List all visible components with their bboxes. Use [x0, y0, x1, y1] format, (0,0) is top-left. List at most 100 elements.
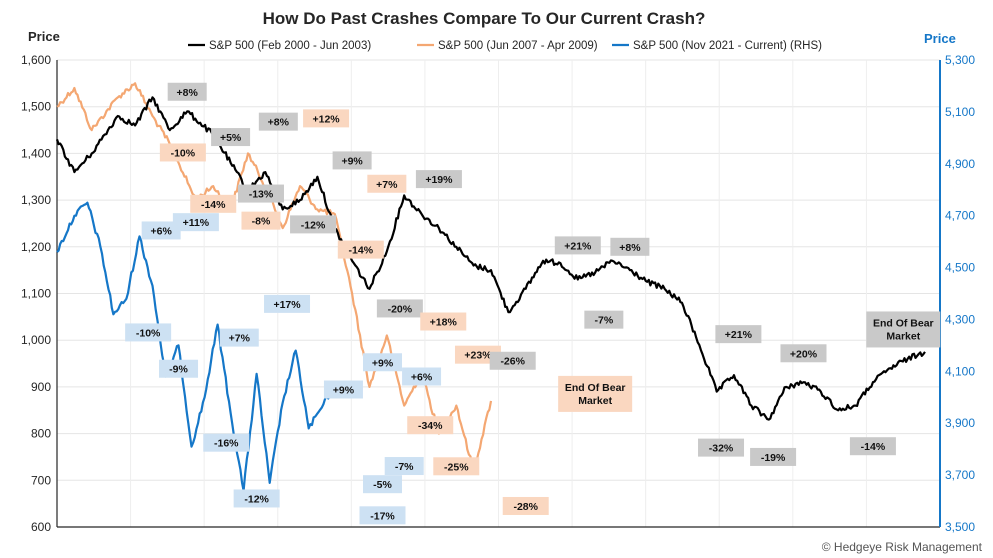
y-tick-left: 1,400 [21, 146, 51, 160]
y-tick-left: 1,200 [21, 240, 51, 254]
annotation-box [167, 82, 207, 101]
y-tick-right: 4,500 [945, 261, 975, 275]
annotation-label: -16% [203, 433, 250, 452]
annotation-label: +9% [323, 380, 363, 399]
annotation-text: -9% [169, 364, 188, 376]
annotation-box [849, 437, 896, 456]
annotation-label: -17% [359, 506, 406, 525]
y-tick-right: 3,700 [945, 468, 975, 482]
annotation-text: -20% [388, 303, 413, 315]
annotation-text: +19% [425, 174, 453, 186]
annotation-text: -12% [301, 219, 326, 231]
annotation-label: -10% [159, 143, 206, 162]
annotation-text: -7% [395, 461, 414, 473]
annotation-text: -10% [171, 147, 196, 159]
y-tick-right: 3,900 [945, 416, 975, 430]
annotation-box [159, 143, 206, 162]
annotation-text: +9% [341, 155, 363, 167]
annotation-box [337, 240, 384, 259]
annotation-box [415, 170, 462, 189]
annotation-box [402, 367, 442, 386]
annotation-text: +12% [313, 113, 341, 125]
annotation-label: +19% [415, 170, 462, 189]
annotation-box [554, 236, 601, 255]
y-tick-left: 1,500 [21, 100, 51, 114]
annotation-label: -7% [384, 457, 424, 476]
y-tick-right: 4,700 [945, 209, 975, 223]
annotation-text: -14% [201, 199, 226, 211]
annotation-label: -7% [584, 310, 624, 329]
annotation-label: +7% [219, 328, 259, 347]
annotation-text: -10% [136, 327, 161, 339]
annotation-box [502, 496, 549, 515]
annotation-box [420, 312, 467, 331]
annotation-box [558, 375, 633, 412]
y-axis-right-ticks: 5,300 5,100 4,900 4,700 4,500 4,300 4,100 3,900… [945, 53, 975, 534]
annotation-label: +8% [167, 82, 207, 101]
annotation-box [141, 221, 181, 240]
y-tick-left: 1,100 [21, 287, 51, 301]
y-tick-left: 900 [31, 380, 51, 394]
annotation-box [332, 151, 372, 170]
annotation-box [264, 294, 311, 313]
annotation-text: End Of Bear Market [565, 382, 626, 407]
annotation-box [290, 215, 337, 234]
y-axis-right-title: Price [924, 31, 956, 46]
annotation-text: +21% [564, 240, 592, 252]
annotation-label: +18% [420, 312, 467, 331]
series-line-blue [56, 201, 336, 492]
annotation-box [258, 112, 298, 131]
annotation-box [750, 447, 797, 466]
annotation-label: -20% [376, 299, 423, 318]
annotation-text: +20% [790, 348, 818, 360]
annotation-text: -13% [249, 189, 274, 201]
annotation-label: +17% [264, 294, 311, 313]
annotation-label: -12% [233, 489, 280, 508]
series-line-orange [56, 82, 493, 473]
annotation-label: +7% [367, 174, 407, 193]
annotation-label: +21% [715, 325, 762, 344]
annotation-box [219, 328, 259, 347]
annotation-box [489, 351, 536, 370]
annotation-label: End Of Bear Market [866, 311, 941, 348]
y-tick-right: 5,300 [945, 53, 975, 67]
annotation-text: -34% [418, 420, 443, 432]
annotation-label: +9% [332, 151, 372, 170]
annotation-label: +8% [610, 237, 650, 256]
annotation-text: -19% [761, 452, 786, 464]
annotation-text: +9% [333, 384, 355, 396]
credit-text: © Hedgeye Risk Management [822, 540, 983, 554]
chart-title: How Do Past Crashes Compare To Our Curre… [263, 9, 706, 28]
y-tick-left: 1,300 [21, 193, 51, 207]
annotation-box [203, 433, 250, 452]
annotation-box [172, 213, 219, 232]
annotation-box [698, 438, 745, 457]
annotation-label: +20% [780, 344, 827, 363]
y-tick-right: 5,100 [945, 105, 975, 119]
annotation-text: -32% [709, 443, 734, 455]
annotation-box [211, 128, 251, 147]
y-tick-right: 4,100 [945, 364, 975, 378]
annotation-label: -14% [337, 240, 384, 259]
annotation-box [407, 416, 454, 435]
y-tick-left: 800 [31, 427, 51, 441]
annotation-label: +12% [303, 109, 350, 128]
annotation-text: +6% [151, 225, 173, 237]
annotation-label: +9% [363, 353, 402, 372]
annotation-label: -25% [433, 457, 480, 476]
annotation-label: +21% [554, 236, 601, 255]
annotation-label: -14% [849, 437, 896, 456]
grid [57, 59, 940, 528]
annotation-label: -12% [290, 215, 337, 234]
annotation-text: +5% [220, 132, 242, 144]
annotation-label: +5% [211, 128, 251, 147]
annotation-label: +11% [172, 213, 219, 232]
annotation-box [159, 359, 199, 378]
annotation-text: -17% [370, 510, 395, 522]
annotation-text: End Of Bear Market [873, 317, 934, 342]
annotation-text: +9% [372, 357, 394, 369]
annotation-text: -8% [252, 216, 271, 228]
annotation-label: -19% [750, 447, 797, 466]
annotation-box [190, 194, 237, 213]
